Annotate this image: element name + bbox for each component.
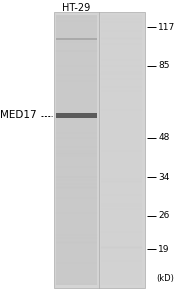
Text: MED17: MED17 (0, 110, 37, 121)
FancyBboxPatch shape (56, 38, 97, 40)
FancyBboxPatch shape (56, 15, 97, 285)
Text: 34: 34 (158, 172, 169, 182)
Text: 85: 85 (158, 61, 170, 70)
FancyBboxPatch shape (54, 12, 145, 288)
Text: (kD): (kD) (156, 274, 174, 284)
Text: 26: 26 (158, 212, 169, 220)
FancyBboxPatch shape (56, 113, 97, 118)
Text: HT-29: HT-29 (62, 3, 90, 13)
FancyBboxPatch shape (101, 15, 142, 285)
Text: 48: 48 (158, 134, 169, 142)
Text: 19: 19 (158, 244, 170, 253)
Text: 117: 117 (158, 22, 175, 32)
